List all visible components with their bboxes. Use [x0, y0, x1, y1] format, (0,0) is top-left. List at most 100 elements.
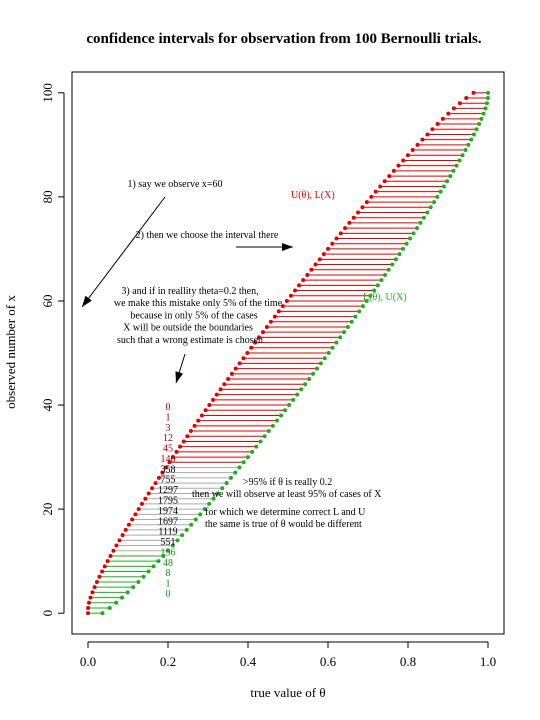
lower-bound-point [428, 205, 433, 210]
upper-bound-point [288, 293, 293, 298]
upper-bound-point [297, 283, 302, 288]
x-tick-label: 0.6 [320, 654, 337, 669]
lower-bound-point [485, 101, 490, 106]
upper-bound-point [396, 163, 401, 168]
upper-bound-point [156, 475, 161, 480]
count-label: 1974 [158, 506, 178, 517]
upper-bound-point [430, 127, 435, 132]
lower-bound-point [207, 501, 212, 506]
annotation-text: then we will observe at least 95% of cas… [192, 489, 382, 500]
arrow-observe-head [82, 295, 92, 307]
y-tick-label: 20 [40, 503, 55, 516]
upper-bound-point [272, 314, 277, 319]
annotation-text: >95% if θ is really 0.2 [243, 477, 332, 488]
lower-bound-point [245, 455, 250, 460]
count-label: 3 [166, 423, 171, 434]
lower-bound-point [184, 527, 189, 532]
count-label: 140 [161, 454, 176, 465]
upper-bound-point [338, 231, 343, 236]
lower-bound-point [469, 137, 474, 142]
lower-bound-point [270, 423, 275, 428]
lower-bound-point [258, 439, 263, 444]
x-tick-label: 0.4 [240, 654, 257, 669]
annotation-text: for which we determine correct L and U [205, 507, 366, 518]
upper-bound-point [170, 455, 175, 460]
y-axis-title: observed number of x [3, 295, 18, 409]
count-label: 1 [166, 579, 171, 590]
count-label: 0 [166, 589, 171, 600]
upper-bound-point [120, 533, 125, 538]
lower-bound-point [372, 288, 377, 293]
series-labels: U(θ), L(X) L(θ), U(X) [291, 190, 407, 303]
annotation-text: because in only 5% of the cases [130, 310, 257, 321]
upper-bound-point [178, 444, 183, 449]
upper-bound-point [241, 356, 246, 361]
upper-bound-point [88, 595, 93, 600]
upper-bound-point [163, 465, 168, 470]
upper-bound-point [305, 272, 310, 277]
annotation-text: such that a wrong estimate is chosen [117, 335, 263, 346]
lower-bound-point [435, 194, 440, 199]
lower-bound-point [215, 491, 220, 496]
lower-bound-point [408, 236, 413, 241]
lower-bound-point [287, 403, 292, 408]
lower-bound-point [432, 200, 437, 205]
lower-bound-point [438, 189, 443, 194]
lower-bound-point [250, 449, 255, 454]
lower-bound-point [401, 246, 406, 251]
lower-bound-point [120, 595, 125, 600]
x-tick-label: 1.0 [480, 654, 496, 669]
upper-bound-point [133, 512, 138, 517]
upper-bound-point [446, 111, 451, 116]
lower-bound-point [233, 470, 238, 475]
lower-bound-point [379, 278, 384, 283]
upper-bound-point [351, 215, 356, 220]
y-tick-label: 60 [40, 294, 55, 307]
upper-bound-point [123, 527, 128, 532]
lower-bound-point [166, 548, 171, 553]
lower-bound-point [477, 122, 482, 127]
lower-bound-point [283, 408, 288, 413]
upper-bound-point [245, 351, 250, 355]
upper-bound-point [264, 324, 269, 329]
lower-bound-point [457, 158, 462, 163]
lower-bound-point [136, 579, 141, 584]
upper-bound-point [451, 106, 456, 111]
arrow-observe [81, 196, 166, 308]
lower-bound-point [107, 605, 112, 610]
lower-bound-point [460, 153, 465, 158]
lower-bound-point [411, 231, 416, 236]
lower-bound-point [342, 330, 347, 335]
count-column: 0131245140358755129717951974169711195511… [158, 402, 178, 600]
series-label: L(θ), U(X) [363, 292, 407, 303]
upper-bound-point [226, 377, 231, 382]
upper-bound-point [364, 200, 369, 205]
lower-bound-point [131, 585, 136, 590]
y-tick-label: 80 [40, 190, 55, 203]
upper-bound-point [185, 434, 190, 439]
upper-bound-point [276, 309, 281, 314]
lower-bound-point [299, 387, 304, 392]
upper-bound-point [317, 257, 322, 262]
upper-bound-point [188, 429, 193, 434]
lower-bound-point [114, 600, 119, 605]
upper-bound-point [253, 340, 258, 345]
upper-bound-point [143, 496, 148, 501]
annotation-text: 3) and if in reallity theta=0.2 then, [121, 286, 258, 297]
series-label: U(θ), L(X) [291, 190, 335, 201]
lower-bound-point [100, 611, 105, 616]
upper-bound-point [97, 574, 102, 579]
annotation-text: we make this mistake only 5% of the time [114, 298, 283, 309]
y-tick-label: 0 [40, 610, 55, 617]
upper-bound-point [174, 449, 179, 454]
annotations: 1) say we observe x=60 2) then we choose … [81, 179, 382, 530]
x-tick-label: 0.8 [400, 654, 416, 669]
count-label: 0 [166, 402, 171, 413]
upper-bound-point [405, 153, 410, 158]
upper-bound-point [100, 569, 105, 574]
upper-bound-point [309, 267, 314, 272]
upper-bound-point [126, 522, 131, 527]
upper-bound-point [420, 137, 425, 142]
upper-bound-point [360, 205, 365, 210]
